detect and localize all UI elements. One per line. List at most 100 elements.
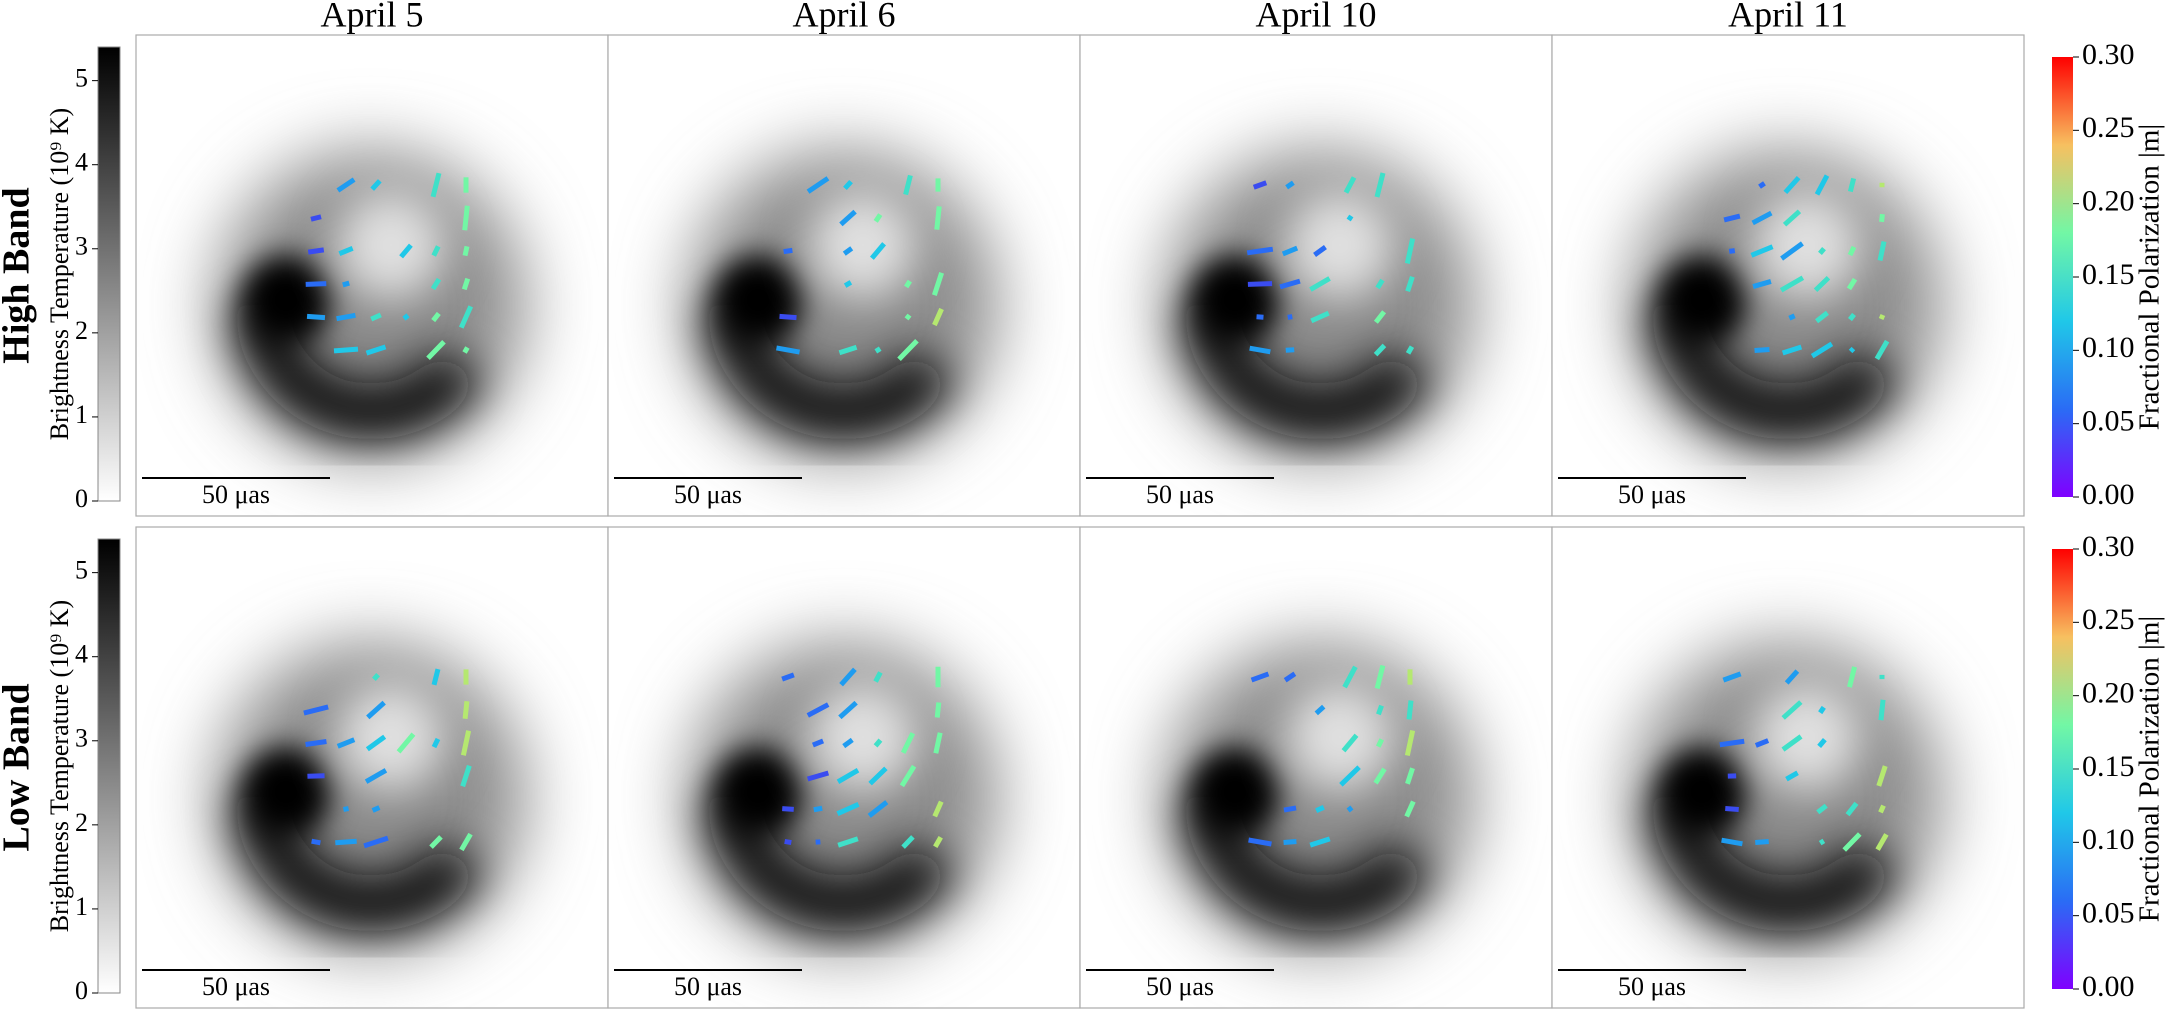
- colorbar-tick-label: 4: [75, 640, 88, 669]
- ring-hot-spot: [713, 255, 803, 345]
- polarization-colorbar: [2052, 57, 2073, 497]
- polarization-tick: [1342, 665, 1358, 689]
- polarization-tick: [372, 672, 380, 682]
- polarization-tick: [1818, 705, 1826, 715]
- polarization-tick: [1728, 248, 1736, 254]
- brightness-colorbar: [97, 538, 121, 994]
- ring-hot-spot: [1190, 255, 1280, 345]
- polarization-tick: [1779, 275, 1805, 293]
- colorbar-tick-label: 0.15: [2082, 258, 2135, 291]
- ring-crescent: [1649, 303, 1900, 440]
- polarization-tick: [1248, 837, 1272, 847]
- polarization-tick: [461, 277, 471, 291]
- colorbar-tick-label: 0.20: [2082, 185, 2135, 218]
- polarization-tick: [806, 176, 830, 194]
- polarization-tick: [1375, 278, 1385, 290]
- polarization-tick: [1877, 240, 1887, 262]
- polarization-tick: [365, 344, 387, 356]
- colorbar-tick-label: 0.25: [2082, 111, 2135, 144]
- polarization-tick: [306, 313, 326, 321]
- image-panel: 50 μas: [135, 34, 609, 517]
- polarization-tick: [1758, 181, 1766, 189]
- polarization-tick: [934, 206, 942, 230]
- polarization-tick: [897, 338, 919, 362]
- polarization-tick: [783, 247, 793, 255]
- row-label: High Band: [0, 187, 38, 363]
- polarization-tick: [933, 732, 943, 754]
- colorbar-tick-label: 0.10: [2082, 823, 2135, 856]
- colorbar-tick-label: 0.00: [2082, 478, 2135, 511]
- polarization-tick: [430, 172, 442, 198]
- polarization-tick: [1405, 276, 1415, 292]
- polarization-tick: [837, 836, 859, 848]
- polarization-tick: [934, 702, 942, 718]
- column-title: April 6: [793, 0, 896, 34]
- polarization-tick: [1375, 738, 1385, 748]
- polarization-tick: [336, 737, 356, 749]
- polarization-tick: [1287, 314, 1293, 320]
- colorbar-tick-label: 1: [75, 400, 88, 429]
- polarization-tick: [1874, 339, 1890, 361]
- polarization-tick: [900, 732, 916, 754]
- image-content: [136, 35, 608, 516]
- polarization-tick: [1346, 805, 1354, 813]
- polarization-tick: [1752, 279, 1772, 289]
- polarization-tick: [836, 768, 860, 784]
- polarization-tick: [1818, 246, 1826, 256]
- polarization-tick: [1405, 345, 1415, 355]
- image-panel: 50 μas: [1551, 34, 2025, 517]
- ring-crescent: [705, 795, 956, 932]
- colorbar-label: Brightness Temperature (10⁹ K): [45, 600, 74, 932]
- polarization-tick: [1722, 671, 1742, 683]
- image-panel: 50 μas: [135, 526, 609, 1009]
- polarization-tick: [1878, 699, 1886, 721]
- polarization-tick: [336, 312, 356, 322]
- ring-center: [1285, 682, 1395, 792]
- polarization-tick: [1754, 346, 1770, 354]
- ring-crescent: [233, 795, 484, 932]
- colorbar-tick-label: 0.25: [2082, 603, 2135, 636]
- colorbar-tick-label: 0: [75, 976, 88, 1005]
- image-panel: 50 μas: [607, 526, 1081, 1009]
- polarization-tick: [431, 668, 441, 686]
- ring-hot-spot: [1657, 255, 1747, 345]
- colorbar-tick-label: 0.05: [2082, 405, 2135, 438]
- scale-bar-label: 50 μas: [674, 972, 742, 1001]
- polarization-tick: [1404, 238, 1416, 264]
- brightness-colorbar: [97, 46, 121, 502]
- polarization-tick: [1783, 175, 1801, 195]
- colorbar-tick-label: 0.10: [2082, 331, 2135, 364]
- polarization-tick: [1281, 245, 1299, 257]
- image-content: [1552, 35, 2024, 516]
- ring-center: [808, 682, 918, 792]
- polarization-tick: [366, 700, 386, 720]
- image-panel: 50 μas: [1079, 526, 1553, 1009]
- polarization-tick: [1785, 770, 1799, 782]
- ring-center: [336, 682, 446, 792]
- polarization-tick: [1285, 180, 1295, 190]
- polarization-tick: [1780, 241, 1804, 261]
- colorbar-label: Fractional Polarization |m|: [2134, 616, 2166, 922]
- colorbar-tick-label: 0.20: [2082, 677, 2135, 710]
- scale-bar-label: 50 μas: [674, 480, 742, 509]
- polarization-tick: [462, 205, 470, 231]
- polarization-tick: [1373, 343, 1387, 357]
- polarization-tick: [1817, 737, 1827, 749]
- polarization-tick: [1405, 767, 1415, 785]
- polarization-tick: [1848, 312, 1856, 322]
- polarization-tick: [1373, 310, 1387, 324]
- polarization-tick: [1781, 734, 1803, 752]
- polarization-tick: [1406, 700, 1414, 720]
- polarization-tick: [932, 307, 944, 327]
- polarization-tick: [1346, 214, 1354, 222]
- polarization-tick: [1879, 213, 1885, 223]
- polarization-tick: [784, 838, 792, 846]
- ring-center: [336, 190, 446, 300]
- polarization-tick: [335, 838, 357, 846]
- polarization-tick: [838, 700, 858, 720]
- polarization-tick: [1810, 341, 1834, 359]
- polarization-tick: [305, 739, 327, 747]
- colorbar-tick-label: 0.30: [2082, 38, 2135, 71]
- image-content: [1080, 527, 1552, 1008]
